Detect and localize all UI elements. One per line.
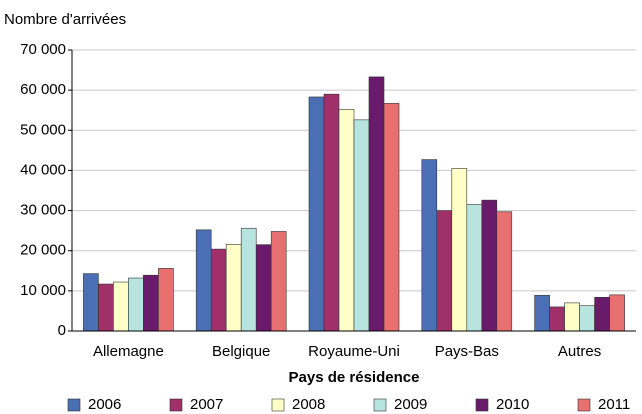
legend-swatch (373, 398, 387, 412)
legend-label: 2011 (598, 396, 630, 413)
bar (534, 294, 550, 332)
x-axis-label: Pays de résidence (289, 369, 420, 386)
bar (436, 210, 453, 332)
y-tick-label: 0 (58, 322, 66, 339)
bar (353, 119, 370, 332)
legend-label: 2006 (88, 396, 121, 413)
bar (255, 244, 272, 332)
bar (158, 268, 174, 332)
y-axis-label: Nombre d'arrivées (4, 11, 126, 28)
bar (128, 277, 144, 332)
x-tick-label: Belgique (212, 343, 270, 360)
x-tick-label: Allemagne (93, 343, 164, 360)
y-tick-label: 60 000 (20, 81, 66, 98)
bar (98, 283, 114, 332)
bar (579, 305, 595, 332)
bar (83, 273, 99, 332)
x-tick-label: Royaume-Uni (308, 343, 400, 360)
bar (308, 96, 325, 332)
legend-label: 2010 (496, 396, 529, 413)
bar (421, 159, 438, 332)
bar (496, 211, 513, 332)
legend-label: 2007 (190, 396, 223, 413)
bar (210, 248, 227, 332)
bar (564, 302, 580, 332)
bar (240, 227, 257, 332)
bar (594, 296, 610, 332)
y-tick-label: 50 000 (20, 121, 66, 138)
bar (113, 281, 129, 332)
y-tick-label: 20 000 (20, 242, 66, 259)
bar (368, 76, 385, 332)
bar (481, 199, 498, 332)
bar (451, 168, 468, 332)
bar (195, 229, 212, 332)
bar (609, 294, 625, 332)
bar (143, 274, 159, 332)
y-tick-label: 10 000 (20, 282, 66, 299)
bar (338, 109, 355, 332)
legend-swatch (169, 398, 183, 412)
y-tick-label: 70 000 (20, 41, 66, 58)
bar (270, 231, 287, 332)
y-tick-label: 30 000 (20, 202, 66, 219)
legend-swatch (67, 398, 81, 412)
bar (323, 93, 340, 332)
legend-label: 2008 (292, 396, 325, 413)
x-tick-label: Pays-Bas (435, 343, 499, 360)
bar (383, 103, 400, 332)
bar (549, 306, 565, 332)
legend-label: 2009 (394, 396, 427, 413)
legend-swatch (271, 398, 285, 412)
bar (225, 243, 242, 332)
legend-swatch (577, 398, 591, 412)
x-tick-label: Autres (558, 343, 601, 360)
bar (466, 204, 483, 332)
legend-swatch (475, 398, 489, 412)
y-tick-label: 40 000 (20, 161, 66, 178)
